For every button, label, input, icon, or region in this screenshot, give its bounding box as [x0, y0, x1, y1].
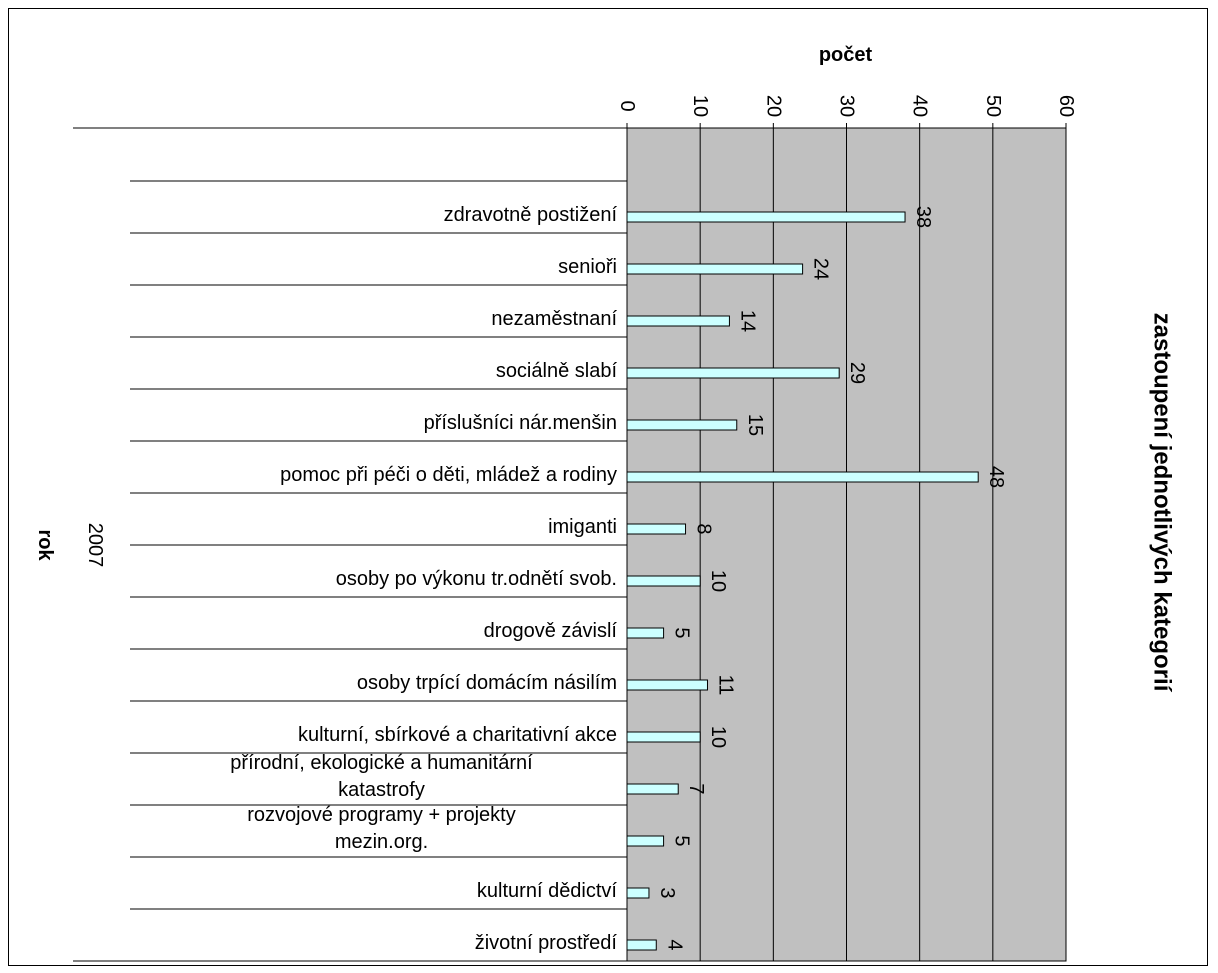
- category-label-line: přírodní, ekologické a humanitární: [230, 752, 533, 774]
- data-label: 4: [663, 939, 685, 950]
- category-label: osoby po výkonu tr.odnětí svob.: [336, 568, 617, 590]
- bars: [626, 211, 979, 951]
- tick-label: 60: [1055, 95, 1077, 117]
- category-label: senioři: [558, 256, 617, 278]
- category-label: sociálně slabí: [496, 360, 618, 382]
- bar: [626, 783, 679, 795]
- bar: [626, 471, 979, 483]
- data-label: 10: [707, 726, 729, 748]
- bar: [626, 887, 650, 899]
- category-label: imiganti: [548, 516, 617, 538]
- tick-label: 20: [762, 95, 784, 117]
- data-label: 11: [714, 675, 736, 696]
- data-label: 38: [912, 206, 934, 228]
- category-label: nezaměstnaní: [491, 308, 617, 330]
- bar: [626, 679, 708, 691]
- data-label: 29: [846, 362, 868, 384]
- data-label: 3: [656, 887, 678, 898]
- data-labels: 38 24 14 29 15 48 8 10 5 11 10 7 5 3 4: [656, 206, 1007, 951]
- data-label: 5: [671, 627, 693, 638]
- bar: [626, 575, 701, 587]
- bar: [626, 211, 906, 223]
- bar: [626, 731, 701, 743]
- data-label: 10: [707, 570, 729, 592]
- bar: [626, 419, 738, 431]
- chart-title: zastoupení jednotlivých kategorií: [1149, 313, 1176, 693]
- category-label-line: mezin.org.: [335, 831, 428, 853]
- category-label: drogově závislí: [484, 620, 618, 642]
- data-label: 14: [736, 310, 758, 332]
- axis-lines: [73, 127, 627, 962]
- bar: [626, 523, 687, 535]
- category-label: životní prostředí: [475, 932, 618, 954]
- category-label: osoby trpící domácím násilím: [357, 672, 617, 694]
- category-label-line: katastrofy: [338, 779, 425, 801]
- tick-labels: 0 10 20 30 40 50 60: [616, 95, 1077, 128]
- tick-label: 10: [689, 95, 711, 117]
- data-label: 15: [744, 414, 766, 436]
- category-label: zdravotně postižení: [444, 204, 618, 226]
- group-label: 2007: [84, 523, 106, 568]
- value-axis-title: počet: [819, 44, 873, 66]
- data-label: 7: [685, 783, 707, 794]
- category-labels: zdravotně postižení senioři nezaměstnaní so…: [230, 204, 617, 954]
- category-axis-title: rok: [34, 529, 56, 561]
- data-label: 48: [985, 466, 1007, 488]
- tick-label: 50: [982, 95, 1004, 117]
- tick-label: 40: [909, 95, 931, 117]
- category-label-line: rozvojové programy + projekty: [247, 804, 515, 826]
- data-label: 8: [693, 523, 715, 534]
- bar: [626, 939, 657, 951]
- bar: [626, 367, 840, 379]
- bar: [626, 835, 665, 847]
- tick-label: 0: [616, 100, 638, 111]
- bar: [626, 627, 665, 639]
- category-label: rozvojové programy + projekty mezin.org.: [247, 804, 515, 853]
- category-label: kulturní dědictví: [477, 880, 618, 902]
- bar: [626, 315, 730, 327]
- data-label: 5: [671, 835, 693, 846]
- tick-label: 30: [836, 95, 858, 117]
- bar: [626, 263, 804, 275]
- data-label: 24: [810, 258, 832, 280]
- category-label: kulturní, sbírkové a charitativní akce: [298, 724, 617, 746]
- category-label: příslušníci nár.menšin: [424, 412, 617, 434]
- category-label: pomoc při péči o děti, mládež a rodiny: [280, 464, 617, 486]
- category-label: přírodní, ekologické a humanitární katast…: [230, 752, 533, 801]
